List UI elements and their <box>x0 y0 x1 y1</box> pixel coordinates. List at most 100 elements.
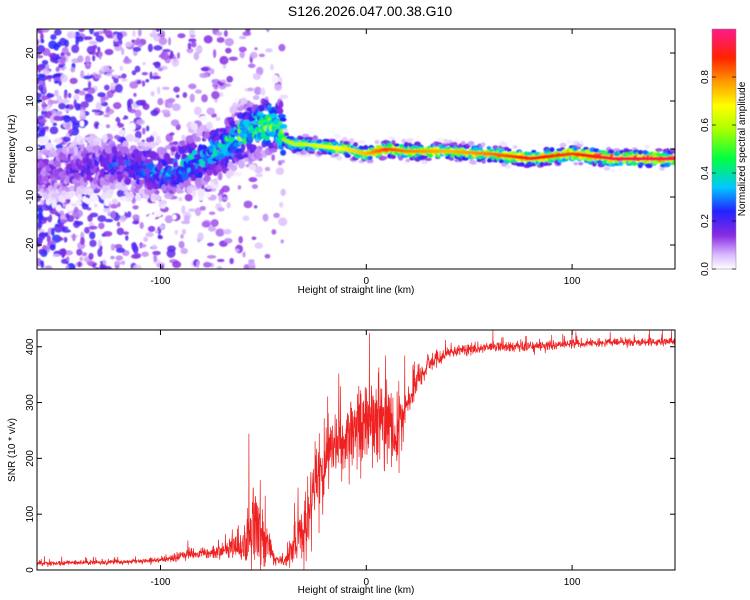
noise-blob <box>133 92 137 97</box>
noise-blob <box>37 258 42 267</box>
noise-blob <box>147 43 153 53</box>
ridge-blob <box>603 166 611 171</box>
noise-blob <box>80 101 89 109</box>
noise-blob <box>145 232 154 238</box>
noise-blob <box>184 193 193 202</box>
noise-blob <box>161 86 170 90</box>
noise-blob <box>254 47 258 51</box>
noise-blob <box>157 67 164 72</box>
noise-blob <box>280 159 285 164</box>
snr-x-tick-label-2: 100 <box>564 577 581 588</box>
noise-blob <box>137 29 142 37</box>
ridge-blob <box>500 142 508 148</box>
noise-blob <box>81 252 88 257</box>
noise-blob <box>49 244 56 251</box>
noise-blob <box>271 229 277 235</box>
noise-blob <box>243 200 253 209</box>
ridge-blob <box>610 169 616 173</box>
noise-blob <box>137 43 143 48</box>
ridge-blob <box>115 182 123 190</box>
noise-blob <box>84 36 88 41</box>
ridge-blob <box>352 142 359 147</box>
ridge-blob <box>71 140 78 146</box>
ridge-blob <box>374 139 380 145</box>
noise-blob <box>274 84 283 92</box>
noise-blob <box>153 45 163 51</box>
noise-blob <box>172 141 178 145</box>
noise-blob <box>134 130 142 140</box>
noise-blob <box>174 229 178 235</box>
noise-blob <box>197 232 204 241</box>
ridge-blob <box>191 190 197 197</box>
noise-blob <box>50 100 59 104</box>
noise-blob <box>69 77 78 84</box>
noise-blob <box>206 254 217 259</box>
noise-blob <box>183 214 190 224</box>
noise-blob <box>73 94 80 101</box>
spectrogram-y-tick-label-2: 0 <box>25 146 36 152</box>
noise-blob <box>65 212 70 219</box>
noise-blob <box>115 247 126 253</box>
noise-blob <box>38 248 45 255</box>
ridge-blob <box>134 194 142 202</box>
noise-blob <box>180 247 188 255</box>
noise-blob <box>169 132 175 136</box>
noise-blob <box>203 35 213 44</box>
noise-blob <box>40 260 44 266</box>
noise-blob <box>103 231 113 237</box>
noise-blob <box>134 109 142 118</box>
ridge-blob <box>190 143 198 149</box>
ridge-blob <box>133 148 140 156</box>
ridge-blob <box>160 199 167 206</box>
noise-blob <box>132 264 142 269</box>
noise-blob <box>132 205 139 210</box>
colorbar-tick-label-2: 0.4 <box>700 166 711 180</box>
noise-blob <box>165 133 174 143</box>
noise-blob <box>102 259 107 265</box>
noise-blob <box>62 136 71 143</box>
snr-background <box>37 330 675 570</box>
noise-blob <box>104 218 114 223</box>
noise-blob <box>65 122 71 131</box>
noise-blob <box>143 236 149 242</box>
noise-blob <box>168 37 172 46</box>
noise-blob <box>41 101 47 110</box>
ridge-blob <box>393 143 400 147</box>
noise-blob <box>70 127 80 136</box>
noise-blob <box>77 55 84 63</box>
noise-blob <box>78 142 85 150</box>
noise-blob <box>127 98 134 105</box>
noise-blob <box>145 137 152 143</box>
snr-y-tick-label-2: 200 <box>25 450 36 467</box>
noise-blob <box>103 84 110 91</box>
noise-blob <box>171 58 180 67</box>
ridge-blob <box>53 138 63 144</box>
noise-blob <box>280 188 286 196</box>
noise-blob <box>95 101 103 111</box>
noise-blob <box>95 35 104 43</box>
noise-blob <box>93 203 98 208</box>
ridge-blob <box>79 139 84 145</box>
ridge-blob <box>367 155 373 161</box>
noise-blob <box>124 41 133 48</box>
noise-blob <box>248 177 258 183</box>
noise-blob <box>37 125 41 131</box>
noise-blob <box>78 29 85 33</box>
noise-blob <box>58 102 66 110</box>
ridge-blob <box>248 163 257 171</box>
ridge-blob <box>178 197 183 202</box>
noise-blob <box>194 207 202 217</box>
noise-blob <box>53 43 60 51</box>
noise-blob <box>98 222 105 230</box>
ridge-blob <box>659 166 665 171</box>
noise-blob <box>105 124 111 129</box>
colorbar-label: Normalized spectral amplitude <box>737 81 748 216</box>
noise-blob <box>54 59 59 64</box>
noise-blob <box>278 217 288 227</box>
ridge-blob <box>334 133 341 139</box>
noise-blob <box>251 236 257 241</box>
noise-blob <box>117 75 122 79</box>
ridge-blob <box>448 157 455 161</box>
noise-blob <box>160 51 170 61</box>
noise-blob <box>88 252 94 260</box>
